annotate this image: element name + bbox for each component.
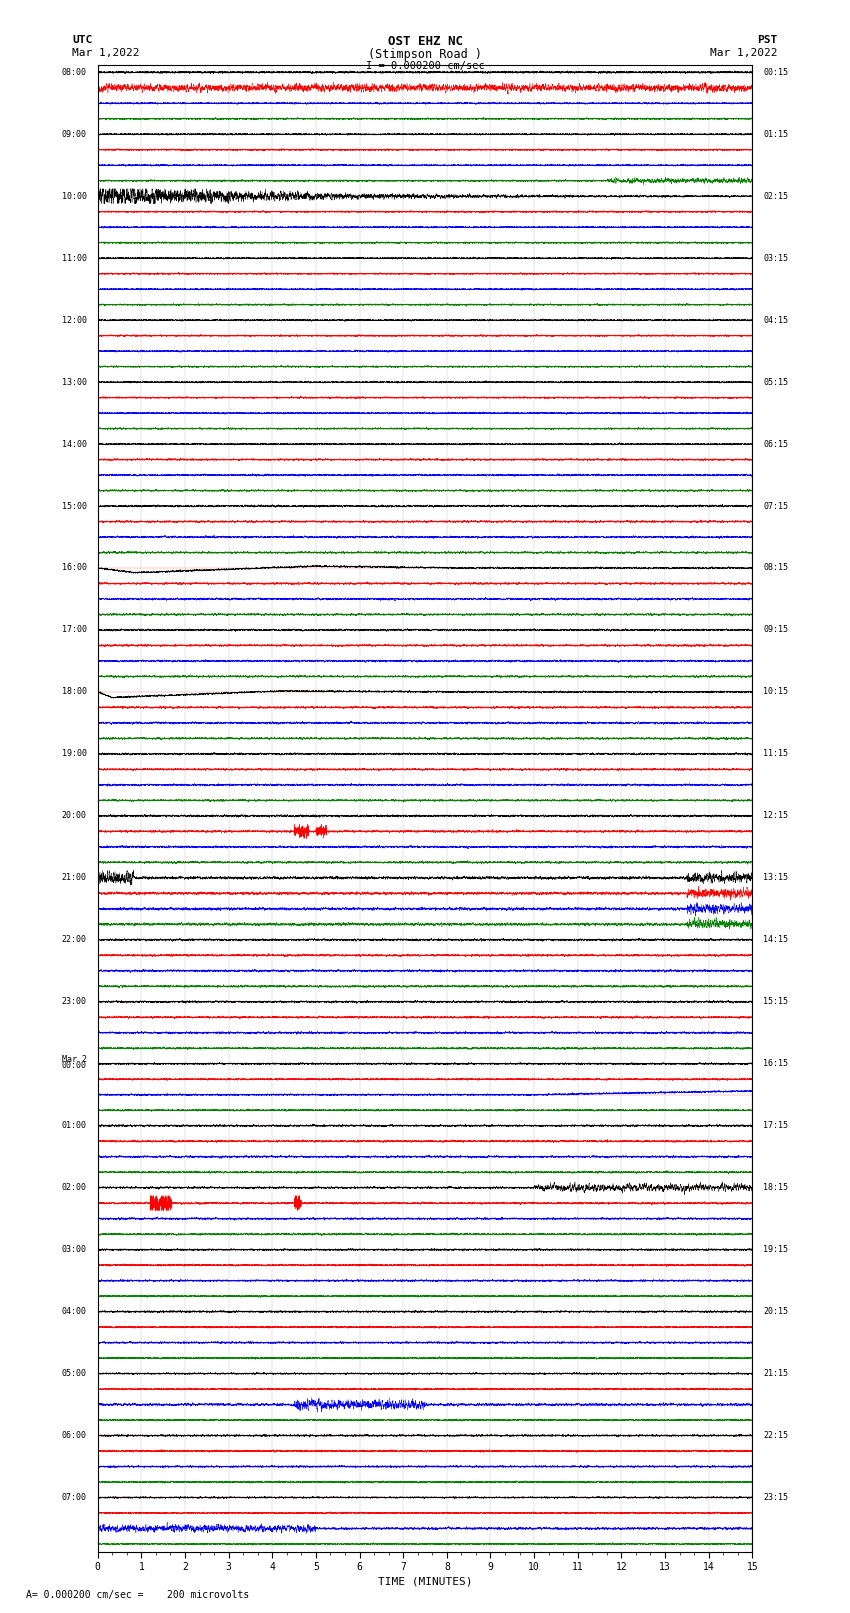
Text: 23:15: 23:15 [763, 1494, 788, 1502]
Text: 11:00: 11:00 [62, 253, 87, 263]
Text: Mar 1,2022: Mar 1,2022 [711, 48, 778, 58]
Text: UTC: UTC [72, 35, 93, 45]
Text: 04:15: 04:15 [763, 316, 788, 324]
Text: 08:15: 08:15 [763, 563, 788, 573]
Text: 03:00: 03:00 [62, 1245, 87, 1255]
Text: 19:00: 19:00 [62, 750, 87, 758]
Text: 01:15: 01:15 [763, 129, 788, 139]
Text: 11:15: 11:15 [763, 750, 788, 758]
Text: 17:00: 17:00 [62, 626, 87, 634]
Text: A= 0.000200 cm/sec =    200 microvolts: A= 0.000200 cm/sec = 200 microvolts [26, 1590, 249, 1600]
Text: I = 0.000200 cm/sec: I = 0.000200 cm/sec [366, 61, 484, 71]
Text: 09:15: 09:15 [763, 626, 788, 634]
Text: 00:00: 00:00 [62, 1061, 87, 1069]
Text: 12:00: 12:00 [62, 316, 87, 324]
Text: 16:15: 16:15 [763, 1060, 788, 1068]
Text: Mar 2: Mar 2 [62, 1055, 87, 1065]
Text: (Stimpson Road ): (Stimpson Road ) [368, 48, 482, 61]
Text: 00:15: 00:15 [763, 68, 788, 77]
Text: 18:00: 18:00 [62, 687, 87, 697]
Text: 09:00: 09:00 [62, 129, 87, 139]
Text: PST: PST [757, 35, 778, 45]
Text: 16:00: 16:00 [62, 563, 87, 573]
Text: 08:00: 08:00 [62, 68, 87, 77]
Text: 19:15: 19:15 [763, 1245, 788, 1255]
Text: 03:15: 03:15 [763, 253, 788, 263]
Text: 22:00: 22:00 [62, 936, 87, 944]
Text: 17:15: 17:15 [763, 1121, 788, 1131]
Text: 07:00: 07:00 [62, 1494, 87, 1502]
Text: 14:15: 14:15 [763, 936, 788, 944]
Text: 21:15: 21:15 [763, 1369, 788, 1378]
Text: 12:15: 12:15 [763, 811, 788, 821]
Text: 22:15: 22:15 [763, 1431, 788, 1440]
Text: 02:15: 02:15 [763, 192, 788, 200]
Text: 10:15: 10:15 [763, 687, 788, 697]
Text: 06:00: 06:00 [62, 1431, 87, 1440]
Text: Mar 1,2022: Mar 1,2022 [72, 48, 139, 58]
Text: 14:00: 14:00 [62, 440, 87, 448]
Text: 21:00: 21:00 [62, 873, 87, 882]
Text: 18:15: 18:15 [763, 1184, 788, 1192]
Text: 13:15: 13:15 [763, 873, 788, 882]
Text: 20:00: 20:00 [62, 811, 87, 821]
Text: 13:00: 13:00 [62, 377, 87, 387]
Text: OST EHZ NC: OST EHZ NC [388, 35, 462, 48]
Text: 01:00: 01:00 [62, 1121, 87, 1131]
Text: 20:15: 20:15 [763, 1307, 788, 1316]
Text: 07:15: 07:15 [763, 502, 788, 511]
X-axis label: TIME (MINUTES): TIME (MINUTES) [377, 1576, 473, 1586]
Text: 15:00: 15:00 [62, 502, 87, 511]
Text: 23:00: 23:00 [62, 997, 87, 1007]
Text: 06:15: 06:15 [763, 440, 788, 448]
Text: 10:00: 10:00 [62, 192, 87, 200]
Text: 15:15: 15:15 [763, 997, 788, 1007]
Text: 05:00: 05:00 [62, 1369, 87, 1378]
Text: 02:00: 02:00 [62, 1184, 87, 1192]
Text: 05:15: 05:15 [763, 377, 788, 387]
Text: 04:00: 04:00 [62, 1307, 87, 1316]
